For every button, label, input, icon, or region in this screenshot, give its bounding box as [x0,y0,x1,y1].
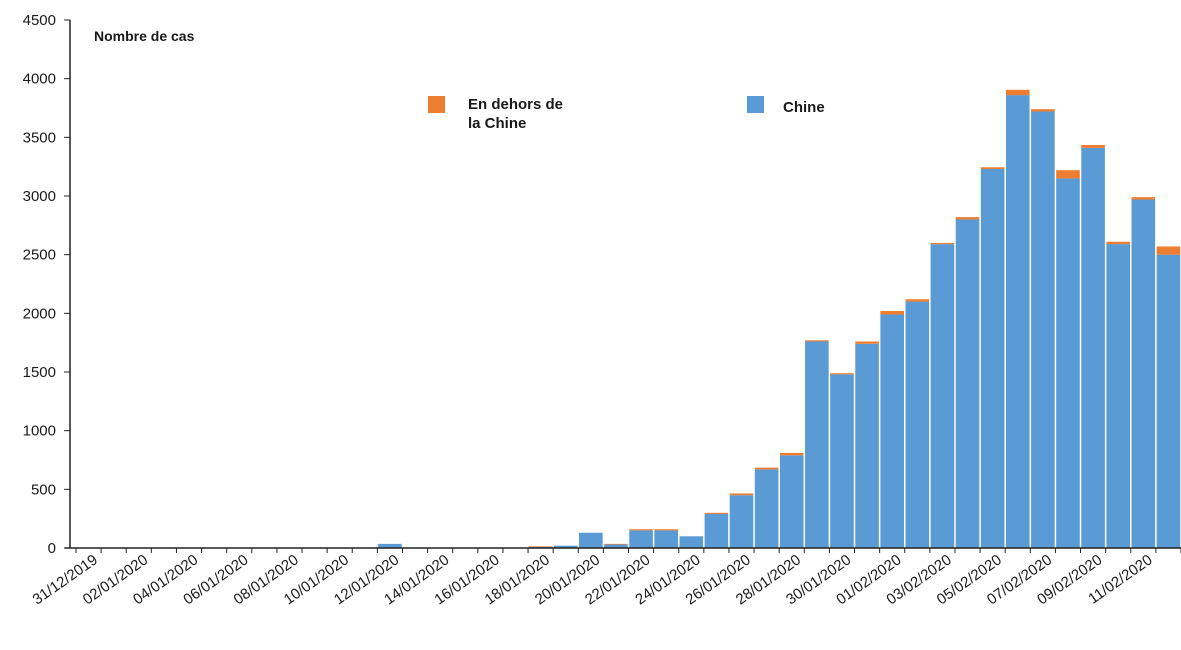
bar-china [679,536,704,548]
bar-outside-china [1031,109,1055,112]
bar-china [955,219,980,548]
bar-china [980,169,1005,548]
bar-outside-china [1106,241,1131,245]
bar-china [378,543,402,548]
y-tick-label: 3000 [23,188,56,205]
y-tick-label: 2000 [23,305,56,322]
bar-outside-china [855,341,879,344]
bar-outside-china [805,340,829,342]
bar-outside-china [729,493,754,496]
bar-outside-china [779,452,804,456]
bar-outside-china [654,529,678,531]
bar-china [553,545,578,548]
y-tick-label: 1500 [23,364,56,381]
bar-outside-china [1005,89,1030,96]
legend-label-china: Chine [783,99,825,116]
bar-china [1131,199,1156,548]
bar-outside-china [930,242,955,245]
bar-china [629,530,653,548]
bar-china [1005,95,1030,549]
legend-swatch-outside-china [428,96,445,113]
bar-outside-china [604,543,628,545]
bar-outside-china [1081,144,1105,148]
y-tick-label: 1000 [23,423,56,440]
bar-china [1106,244,1131,548]
y-tick-label: 2500 [23,247,56,264]
bar-china [805,341,829,548]
legend-swatch-china [747,96,764,113]
bar-china [1031,111,1055,549]
bar-china [729,495,754,548]
bar-china [905,301,930,548]
bar-outside-china [830,373,854,375]
bar-china [1081,147,1105,549]
bar-outside-china [905,299,930,302]
bar-china [779,455,804,548]
bar-outside-china [754,467,779,470]
y-tick-label: 3500 [23,129,56,146]
bar-outside-china [980,167,1005,170]
bar-outside-china [1056,170,1080,179]
bar-china [1056,178,1080,548]
bar-china [1156,254,1181,548]
bar-outside-china [528,546,553,547]
y-tick-label: 4500 [23,12,56,29]
y-tick-label: 500 [31,481,56,498]
bar-outside-china [704,512,729,514]
legend-label-outside-china: En dehors de la Chine [468,96,564,132]
bar-china [604,544,628,548]
bar-china [855,343,879,548]
y-tick-label: 0 [48,540,56,557]
bar-outside-china [955,217,980,220]
bar-china [930,244,955,548]
bar-outside-china [880,310,904,315]
bar-china [704,513,729,548]
bar-china [830,374,854,548]
bar-china [654,530,678,548]
bar-outside-china [1156,246,1181,255]
y-tick-label: 4000 [23,71,56,88]
bar-outside-china [1131,197,1156,200]
bar-outside-china [629,529,653,531]
bar-china [579,532,603,548]
bar-china [754,469,779,548]
y-axis-title: Nombre de cas [94,28,195,44]
bar-china [880,314,904,548]
